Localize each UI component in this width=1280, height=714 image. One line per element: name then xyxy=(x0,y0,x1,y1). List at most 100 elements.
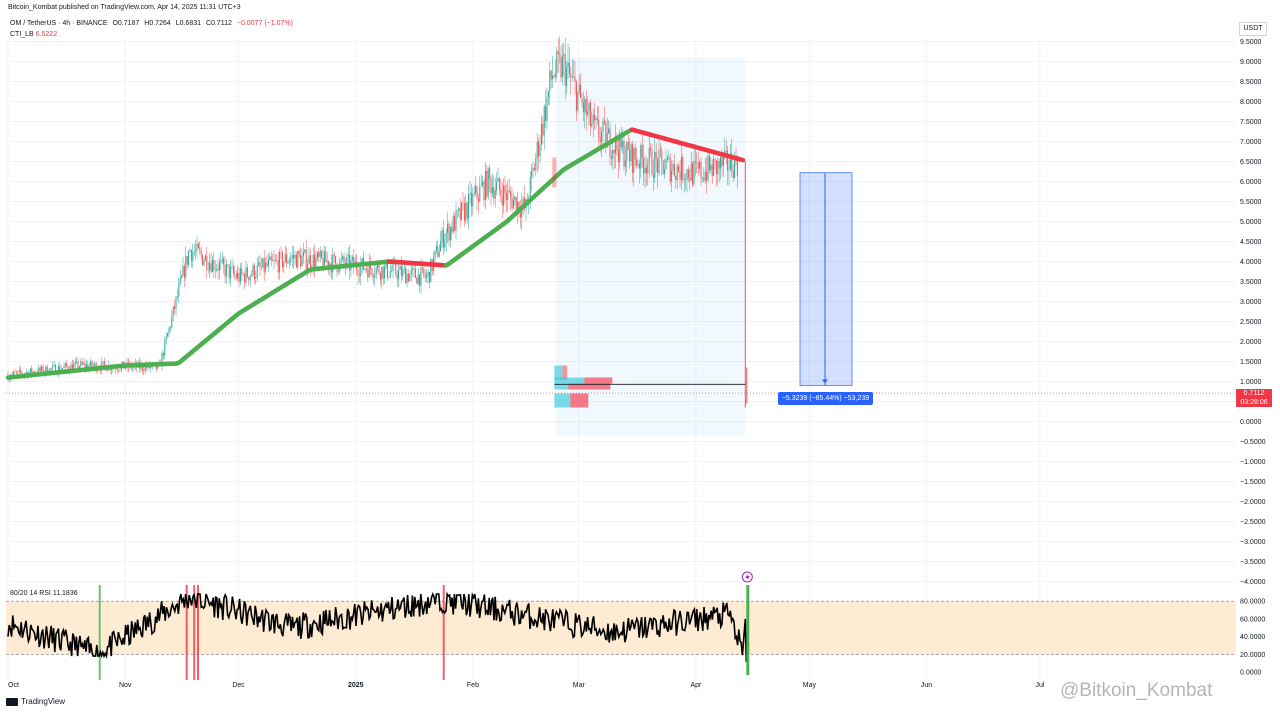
close-value: C0.7112 xyxy=(205,20,232,27)
candle xyxy=(463,203,465,221)
candle xyxy=(561,56,563,78)
candle xyxy=(29,368,31,373)
profile-bar xyxy=(554,365,563,380)
rsi-panel[interactable] xyxy=(6,585,1236,680)
price-tick-label: −3.5000 xyxy=(1240,559,1266,566)
candle xyxy=(17,371,19,373)
price-tick-label: −1.0000 xyxy=(1240,459,1266,466)
candle xyxy=(80,361,82,367)
candle xyxy=(318,252,320,257)
profile-bar xyxy=(552,157,557,188)
candle xyxy=(535,158,537,171)
candle xyxy=(322,257,324,268)
candle xyxy=(519,212,521,218)
time-tick-label: Dec xyxy=(232,682,245,689)
candle xyxy=(319,250,321,257)
candle xyxy=(371,269,373,276)
candle xyxy=(587,111,589,115)
candle xyxy=(288,261,290,263)
candle xyxy=(63,366,65,369)
candle xyxy=(217,268,219,271)
candle xyxy=(640,144,642,169)
candle xyxy=(692,163,694,185)
candle xyxy=(349,254,351,271)
candle xyxy=(42,366,44,374)
candle xyxy=(300,254,302,267)
rsi-signal-bar xyxy=(185,585,188,680)
candle xyxy=(522,198,524,206)
candle xyxy=(426,275,428,278)
rsi-signal-bar xyxy=(746,585,750,675)
price-tick-label: 4.0000 xyxy=(1240,259,1262,266)
candle xyxy=(182,265,184,276)
candle xyxy=(400,265,402,277)
rsi-value: 11.1836 xyxy=(52,590,78,597)
candle xyxy=(308,255,310,265)
candle xyxy=(437,246,439,257)
candle xyxy=(697,163,699,169)
rsi-tick-label: 0.0000 xyxy=(1240,670,1262,677)
candle xyxy=(102,361,104,362)
candle xyxy=(720,156,722,169)
time-tick-label: Mar xyxy=(573,682,586,689)
candle xyxy=(567,62,569,68)
candle xyxy=(584,98,586,113)
candle xyxy=(700,161,702,179)
candle xyxy=(596,118,598,121)
candle xyxy=(585,98,587,115)
candle xyxy=(343,256,345,264)
candle xyxy=(420,267,422,286)
candle xyxy=(333,254,335,256)
volume-profile xyxy=(552,157,746,408)
candle xyxy=(332,254,334,273)
symbol-legend[interactable]: OM / TetherUS · 4h · BINANCE O0.7187 H0.… xyxy=(10,20,293,27)
price-tick-label: 9.0000 xyxy=(1240,59,1262,66)
candle xyxy=(598,120,600,138)
candle xyxy=(673,164,675,176)
candle xyxy=(613,149,615,154)
indicator-legend[interactable]: CTI_LB 6.5222 xyxy=(10,31,57,38)
candle xyxy=(286,253,288,264)
lightning-glyph xyxy=(745,573,750,581)
candle xyxy=(273,259,275,261)
candle xyxy=(668,157,670,158)
candle xyxy=(386,261,388,278)
lightning-icon[interactable] xyxy=(741,571,753,583)
candle xyxy=(479,186,481,202)
candle xyxy=(651,150,653,175)
time-axis[interactable]: Oct Nov Dec 2025 Feb Mar Apr May Jun Jul xyxy=(8,682,1045,689)
candle xyxy=(689,177,691,181)
candle xyxy=(244,274,246,283)
rsi-signal-bar xyxy=(442,585,445,680)
measure-box[interactable] xyxy=(799,172,853,386)
price-tick-label: 1.0000 xyxy=(1240,379,1262,386)
candle xyxy=(644,167,646,174)
candle xyxy=(421,267,423,269)
candle xyxy=(563,54,565,57)
candle xyxy=(664,169,666,174)
candle xyxy=(409,273,411,282)
candle xyxy=(619,132,621,163)
rsi-legend[interactable]: 80/20 14 RSI 11.1836 xyxy=(10,590,78,597)
currency-label[interactable]: USDT xyxy=(1239,22,1267,36)
candle xyxy=(491,187,493,194)
candle xyxy=(183,265,185,278)
symbol-name[interactable]: OM / TetherUS · 4h · BINANCE xyxy=(10,20,108,27)
time-tick-label: Jul xyxy=(1035,682,1044,689)
candle xyxy=(230,266,232,279)
tradingview-logo[interactable]: TradingView xyxy=(6,697,65,706)
candle xyxy=(326,261,328,263)
candle xyxy=(592,114,594,124)
candle xyxy=(455,210,457,231)
candle xyxy=(399,265,401,270)
candle xyxy=(405,268,407,284)
candle xyxy=(260,266,262,268)
candle xyxy=(174,306,176,309)
price-axis[interactable]: 9.5000 9.0000 8.5000 8.0000 7.5000 7.0000 6.50… xyxy=(1240,39,1266,586)
candle xyxy=(412,268,414,270)
candle xyxy=(239,268,241,283)
candle xyxy=(622,141,624,148)
candle xyxy=(704,171,706,181)
candle xyxy=(582,102,584,113)
